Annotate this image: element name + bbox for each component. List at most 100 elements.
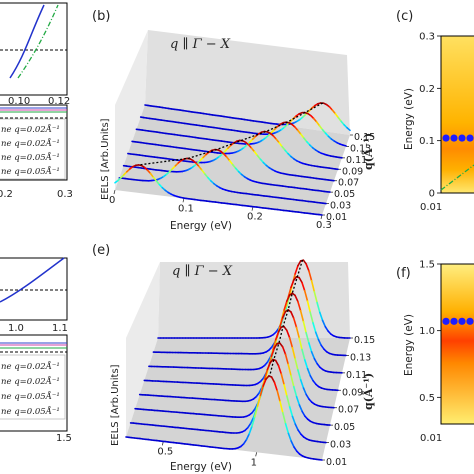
left-bottom-legend-2: ne q=0.05Å⁻¹	[1, 390, 60, 402]
eels-curve-segment	[310, 279, 316, 293]
eels-curve-segment	[299, 379, 305, 389]
eels-curve-segment	[263, 368, 269, 380]
panel-e-title: q ∥ Γ − X	[172, 264, 233, 279]
peak-dot	[442, 134, 450, 142]
eels-curve-segment	[228, 160, 234, 166]
eels-curve-segment	[302, 387, 308, 396]
eels-curve-segment	[249, 416, 255, 425]
eels-curve-segment	[302, 320, 307, 334]
x-tick-mark	[113, 189, 116, 195]
panel-c-ylabel: Energy (eV)	[403, 88, 415, 150]
panel-c: (c) Energy (eV) 0.3 0.2 0.1 0 0.01	[396, 9, 474, 213]
q-tick-label: 0.01	[326, 212, 347, 223]
eels-curve-segment	[287, 432, 293, 442]
left-top-panel: 0.10 0.12 ne q=0.02Å⁻¹ ne q=0.02Å⁻¹ ne q…	[0, 2, 73, 200]
panel-f: (f) Energy (eV) 1.5 1.0 0.5 0.01	[396, 260, 474, 444]
q-tick-label: 0.11	[346, 370, 367, 381]
left-bottom-legend-3: ne q=0.05Å⁻¹	[1, 405, 60, 417]
eels-curve-segment	[251, 415, 256, 428]
eels-curve-segment	[301, 348, 306, 361]
left-bottom-xtick-0: 1.0	[8, 323, 24, 334]
panel-b-qticks: 0.010.030.050.070.090.110.130.15	[322, 132, 375, 223]
eels-curve-segment	[254, 405, 259, 418]
q-tick-label: 0.05	[334, 189, 355, 200]
peak-dot	[450, 134, 458, 142]
panel-e-side-wall	[126, 262, 160, 437]
left-bottom-legend-0: ne q=0.02Å⁻¹	[1, 360, 60, 372]
eels-curve-segment	[270, 376, 276, 384]
panel-f-label: (f)	[396, 266, 411, 281]
panel-f-heatmap	[440, 263, 474, 425]
eels-curve-segment	[297, 369, 302, 381]
eels-curve-segment	[308, 342, 313, 353]
panel-c-heatmap	[440, 35, 474, 194]
eels-curve-segment	[308, 270, 313, 282]
eels-curve-segment	[295, 326, 301, 340]
panel-c-label: (c)	[396, 9, 413, 24]
eels-curve-segment	[310, 350, 316, 360]
eels-curve-segment	[315, 121, 321, 127]
eels-curve-segment	[291, 346, 296, 360]
eels-curve-segment	[309, 311, 314, 324]
peak-dot	[450, 317, 458, 325]
panel-b-title: q ∥ Γ − X	[170, 37, 231, 52]
eels-curve-segment	[286, 395, 291, 408]
left-bottom-blue-curve	[0, 257, 65, 303]
q-tick-label: 0.09	[342, 166, 363, 177]
q-tick-label: 0.11	[346, 155, 367, 166]
q-tick-label: 0.15	[354, 335, 375, 346]
eels-curve-segment	[305, 331, 310, 344]
peak-dot	[442, 317, 450, 325]
eels-curve-segment	[306, 367, 312, 377]
eels-curve-segment	[294, 423, 299, 431]
left-bottom-panel: 1.0 1.1 ne q=0.02Å⁻¹ ne q=0.02Å⁻¹ ne q=0…	[0, 257, 72, 444]
eels-curve-segment	[294, 294, 299, 303]
q-tick-label: 0.07	[338, 405, 359, 416]
eels-curve-segment	[270, 347, 276, 358]
y-tick-label: 0	[429, 189, 435, 200]
q-tick-label: 0.15	[354, 132, 375, 143]
eels-curve-segment	[294, 357, 299, 371]
eels-curve-segment	[281, 310, 287, 319]
eels-curve-segment	[297, 300, 302, 312]
panel-b: (b) q ∥ Γ − X EELS [Arb.Units] Energy (e…	[92, 9, 375, 232]
eels-curve-segment	[305, 262, 310, 272]
eels-curve-segment	[290, 279, 295, 289]
panel-e-curves	[125, 259, 351, 461]
panel-b-side-wall	[115, 30, 148, 190]
left-bottom-inset-frame	[0, 257, 68, 321]
left-top-xtick-1: 0.12	[48, 96, 70, 107]
eels-curve-segment	[242, 438, 248, 445]
q-tick-label: 0.05	[334, 422, 355, 433]
panel-b-back-wall	[145, 30, 350, 135]
eels-curve-segment	[312, 322, 317, 334]
left-top-xtick-0: 0.10	[8, 96, 30, 107]
q-tick-label: 0.13	[350, 352, 371, 363]
eels-curve-segment	[316, 301, 321, 314]
panel-e: (e) q ∥ Γ − X EELS [Arb.Units] Energy (e…	[92, 243, 375, 473]
panel-b-xlabel: Energy (eV)	[170, 220, 232, 232]
q-tick-label: 0.09	[342, 387, 363, 398]
panel-c-green-curve	[440, 164, 474, 191]
left-top-blue-curve	[9, 4, 45, 79]
eels-curve-segment	[276, 389, 281, 403]
peak-dot	[458, 317, 466, 325]
eels-curve-segment	[290, 311, 295, 320]
peak-dot	[458, 134, 466, 142]
eels-curve-segment	[281, 411, 287, 425]
eels-curve-segment	[292, 317, 298, 329]
eels-curve-segment	[266, 361, 272, 371]
eels-curve-segment	[274, 330, 280, 341]
peak-dispersion-line	[139, 102, 324, 166]
left-top-green-curve	[17, 4, 59, 79]
x-tick-label: 0.5	[157, 446, 173, 457]
panel-c-xtick-0: 0.01	[420, 202, 442, 213]
peak-dot	[466, 317, 474, 325]
x-tick-label: 0.3	[316, 220, 332, 231]
eels-curve-segment	[292, 385, 298, 398]
eels-curve-segment	[299, 309, 305, 323]
y-tick-label: 0.2	[419, 84, 435, 95]
eels-curve-segment	[293, 446, 298, 453]
eels-curve-segment	[266, 356, 272, 363]
